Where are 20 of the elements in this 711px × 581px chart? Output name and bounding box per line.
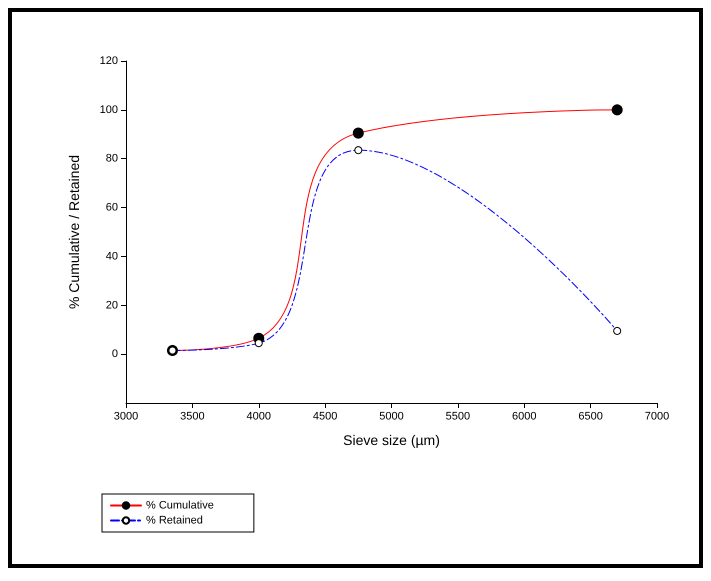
x-tick-label: 6000 — [512, 410, 536, 422]
x-tick-label: 5000 — [379, 410, 404, 422]
x-tick-label: 5500 — [446, 410, 470, 422]
x-axis-title: Sieve size (µm) — [343, 432, 440, 448]
x-tick-label: 3000 — [114, 410, 138, 422]
y-axis-title: % Cumulative / Retained — [66, 154, 82, 310]
x-tick-label: 7000 — [644, 410, 670, 422]
x-tick-label: 4500 — [312, 410, 338, 422]
y-tick-label: 0 — [112, 348, 118, 360]
x-tick-label: 3500 — [180, 410, 205, 422]
x-tick-label: 4000 — [246, 410, 271, 422]
y-tick-label: 40 — [106, 250, 118, 262]
y-tick-label: 60 — [106, 202, 118, 214]
x-tick-label: 6500 — [578, 410, 603, 422]
y-tick-label: 120 — [100, 55, 118, 67]
y-tick-label: 20 — [106, 299, 118, 312]
legend-label: % Retained — [146, 514, 203, 526]
legend-label: % Cumulative — [146, 500, 214, 512]
y-tick-label: 100 — [100, 104, 118, 116]
y-tick-label: 80 — [106, 152, 118, 165]
